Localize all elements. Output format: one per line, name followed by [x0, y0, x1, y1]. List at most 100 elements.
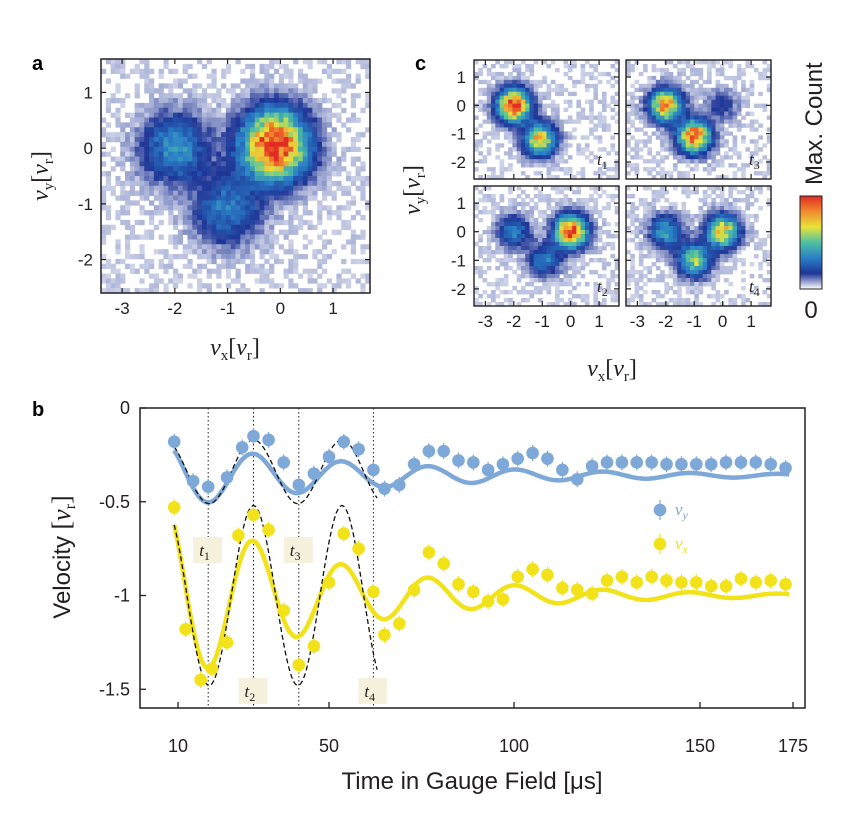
- panel-c-3-cell: [664, 127, 670, 132]
- panel-a-cell: [192, 185, 198, 192]
- panel-a-cell: [144, 122, 150, 128]
- panel-c-2-cell: [503, 298, 509, 303]
- panel-c-3-cell: [677, 151, 682, 156]
- panel-c-4-cell: [728, 226, 734, 231]
- panel-a-cell: [254, 88, 260, 94]
- panel-a-cell: [259, 200, 265, 206]
- panel-c-1-cell: [508, 163, 513, 168]
- panel-c-3-cell: [745, 95, 751, 101]
- panel-a-cell: [115, 176, 121, 182]
- panel-a-cell: [225, 224, 232, 231]
- panel-c-4-cell: [630, 230, 635, 235]
- panel-a-cell: [158, 132, 164, 138]
- panel-c-4-cell: [677, 254, 682, 259]
- panel-a-cell: [288, 161, 294, 167]
- panel-c-1-cell: [593, 127, 599, 132]
- panel-c-2-cell: [520, 238, 526, 243]
- panel-c-4-cell: [668, 226, 674, 231]
- panel-a-cell: [360, 258, 366, 265]
- panel-c-4-cell: [668, 202, 674, 207]
- panel-c-3-cell: [689, 155, 695, 160]
- panel-c-3-cell: [664, 119, 670, 124]
- panel-c-3-cell: [668, 151, 674, 156]
- panel-a-cell: [187, 156, 193, 162]
- panel-c-2-cell: [478, 294, 483, 299]
- panel-c-4-cell: [655, 234, 661, 239]
- panel-c-1-cell: [486, 131, 492, 136]
- panel-c-2-cell: [580, 230, 586, 235]
- panel-c-3-cell: [668, 115, 674, 120]
- panel-c-1-cell: [550, 115, 556, 120]
- panel-a-cell: [221, 151, 227, 157]
- panel-c-4-cell: [677, 238, 682, 243]
- panel-a-cell: [225, 268, 232, 274]
- panel-c-1-cell: [550, 99, 556, 105]
- panel-c-1-cell: [520, 139, 526, 144]
- panel-c-3-cell: [655, 95, 661, 101]
- panel-a-cell: [206, 229, 212, 235]
- panel-c-2-cell: [520, 298, 526, 303]
- panel-a-cell: [307, 176, 313, 182]
- panel-c-4-cell: [711, 286, 716, 291]
- panel-c-3-cell: [668, 83, 674, 89]
- panel-c-3-cell: [668, 123, 674, 128]
- panel-c-1-cell: [572, 83, 577, 89]
- data-point-y: [556, 463, 569, 477]
- data-point-x: [277, 604, 291, 617]
- panel-c-3-cell: [664, 131, 670, 136]
- panel-c-4-cell: [643, 214, 648, 219]
- panel-c-1-cell: [529, 139, 535, 144]
- panel-c-3-cell: [672, 119, 678, 124]
- panel-c-4-cell: [694, 270, 699, 275]
- panel-a-cell: [221, 156, 227, 162]
- panel-c-2-cell: [606, 202, 611, 207]
- panel-c-3-cell: [651, 123, 657, 128]
- panel-a-cell: [269, 244, 275, 250]
- panel-c-3-cell: [651, 115, 657, 120]
- panel-c-4-cell: [762, 250, 768, 255]
- panel-c-ytick-label: 0: [457, 223, 466, 242]
- panel-c-2-cell: [555, 282, 560, 287]
- panel-a-cell: [245, 229, 251, 235]
- panel-c-4-cell: [647, 266, 652, 271]
- panel-a-cell: [168, 219, 174, 226]
- panel-a-cell: [360, 195, 366, 201]
- panel-c-3-cell: [702, 151, 708, 156]
- panel-a-cell: [110, 68, 116, 75]
- panel-a-cell: [110, 263, 116, 270]
- panel-c-3-cell: [698, 83, 704, 89]
- panel-a-cell: [254, 205, 260, 211]
- panel-a-cell: [182, 180, 188, 187]
- panel-c-2-cell: [589, 222, 594, 227]
- panel-a-cell: [278, 107, 284, 114]
- panel-a-cell: [134, 146, 140, 153]
- panel-c-3-cell: [702, 115, 708, 120]
- panel-c-3-cell: [736, 123, 742, 128]
- panel-c-3-cell: [711, 167, 716, 172]
- panel-c-2-cell: [478, 250, 483, 255]
- panel-c-3-cell: [741, 171, 746, 176]
- panel-a-cell: [326, 239, 332, 245]
- panel-c-3-cell: [715, 103, 721, 108]
- panel-c-4-cell: [664, 222, 670, 227]
- panel-a-cell: [125, 176, 131, 182]
- panel-c-1-cell: [491, 87, 496, 93]
- panel-a-cell: [158, 98, 164, 104]
- panel-a-cell: [288, 239, 294, 245]
- panel-a-cell: [259, 171, 265, 177]
- panel-c-3-cell: [660, 119, 665, 124]
- panel-a-cell: [163, 161, 169, 167]
- panel-c-1-cell: [610, 63, 616, 69]
- panel-c-1-cell: [491, 63, 496, 69]
- panel-a-cell: [201, 210, 208, 216]
- panel-a-cell: [115, 268, 121, 274]
- panel-a-cell: [288, 219, 294, 226]
- panel-c-1-cell: [529, 111, 535, 116]
- panel-c-1-cell: [559, 83, 564, 89]
- panel-c-4-cell: [711, 234, 716, 239]
- panel-a-cell: [249, 156, 256, 162]
- panel-a-cell: [254, 83, 260, 89]
- panel-c-4-cell: [668, 274, 674, 279]
- panel-c-3-cell: [681, 135, 687, 140]
- panel-a-cell: [216, 210, 222, 216]
